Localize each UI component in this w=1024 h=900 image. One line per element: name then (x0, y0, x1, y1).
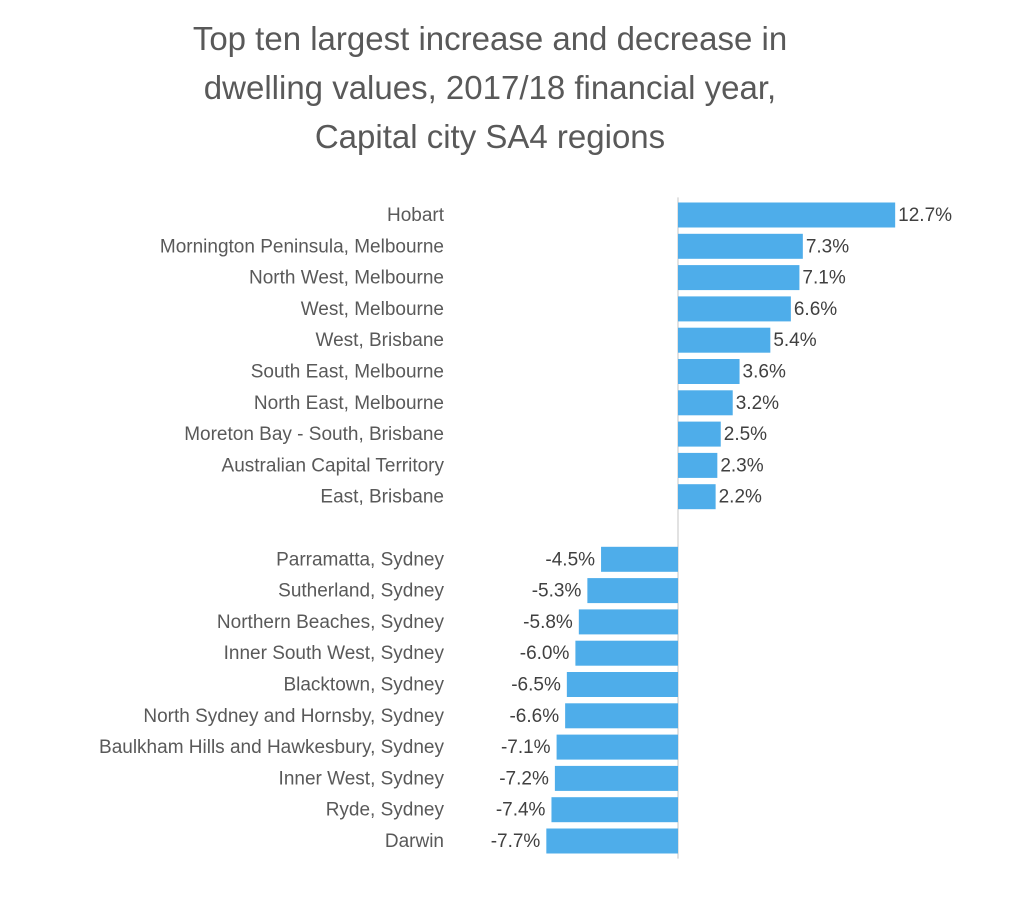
data-label: 3.6% (743, 362, 786, 383)
bar (678, 296, 791, 322)
data-label: -4.5% (545, 549, 595, 570)
category-label: Parramatta, Sydney (276, 549, 444, 570)
bar (546, 828, 678, 854)
category-label: Inner South West, Sydney (224, 643, 445, 664)
category-label: Inner West, Sydney (279, 768, 445, 789)
chart-title: Top ten largest increase and decrease in… (192, 20, 788, 155)
data-label: -7.7% (491, 831, 541, 852)
data-label: -6.0% (520, 643, 570, 664)
bar (678, 202, 896, 228)
bar (678, 421, 721, 447)
data-label: -7.2% (499, 768, 549, 789)
bar (551, 797, 678, 823)
data-label: 3.2% (736, 393, 779, 414)
category-label: Baulkham Hills and Hawkesbury, Sydney (99, 737, 444, 758)
category-label: North Sydney and Hornsby, Sydney (143, 706, 444, 727)
category-label: West, Melbourne (301, 299, 444, 320)
category-label: Darwin (385, 831, 444, 852)
bar (575, 640, 678, 666)
data-label: 2.2% (719, 487, 762, 508)
data-label: 6.6% (794, 299, 837, 320)
data-label: -7.4% (496, 800, 546, 821)
category-label: Sutherland, Sydney (278, 581, 444, 602)
bar (601, 546, 678, 572)
category-label: Moreton Bay - South, Brisbane (184, 424, 444, 445)
category-label: North West, Melbourne (249, 268, 444, 289)
data-label: 12.7% (898, 205, 952, 226)
data-label: 2.3% (720, 455, 763, 476)
bar (678, 452, 718, 478)
category-label: East, Brisbane (320, 487, 444, 508)
bar (678, 265, 800, 291)
bar (565, 703, 678, 729)
bar (578, 609, 678, 635)
bar (678, 390, 733, 416)
category-label: Northern Beaches, Sydney (217, 612, 445, 633)
category-label: Australian Capital Territory (222, 455, 445, 476)
data-label: 2.5% (724, 424, 767, 445)
data-label: -5.3% (532, 581, 582, 602)
category-label: Ryde, Sydney (326, 800, 445, 821)
data-label: -5.8% (523, 612, 573, 633)
bar (678, 327, 771, 353)
data-label: 7.1% (802, 268, 845, 289)
bar (678, 233, 803, 259)
category-label: North East, Melbourne (254, 393, 444, 414)
bar (678, 359, 740, 384)
category-label: West, Brisbane (316, 330, 444, 351)
bar (587, 578, 678, 604)
data-label: -6.6% (509, 706, 559, 727)
category-label: South East, Melbourne (251, 362, 444, 383)
data-label: 7.3% (806, 236, 849, 257)
bar (554, 765, 678, 791)
data-label: 5.4% (773, 330, 816, 351)
category-label: Mornington Peninsula, Melbourne (160, 236, 444, 257)
bar (678, 484, 716, 510)
category-label: Hobart (387, 205, 445, 226)
category-label: Blacktown, Sydney (283, 675, 444, 696)
data-label: -6.5% (511, 675, 561, 696)
bar (556, 734, 678, 760)
bar (566, 672, 678, 697)
data-label: -7.1% (501, 737, 551, 758)
